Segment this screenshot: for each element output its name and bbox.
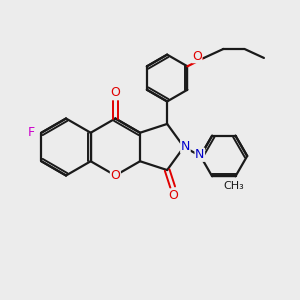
Text: CH₃: CH₃ [224,181,244,191]
Text: O: O [168,189,178,202]
Text: O: O [110,169,120,182]
Text: N: N [195,148,205,161]
Text: F: F [27,126,34,139]
Text: O: O [192,50,202,63]
Text: O: O [110,85,120,99]
Text: N: N [181,140,190,153]
